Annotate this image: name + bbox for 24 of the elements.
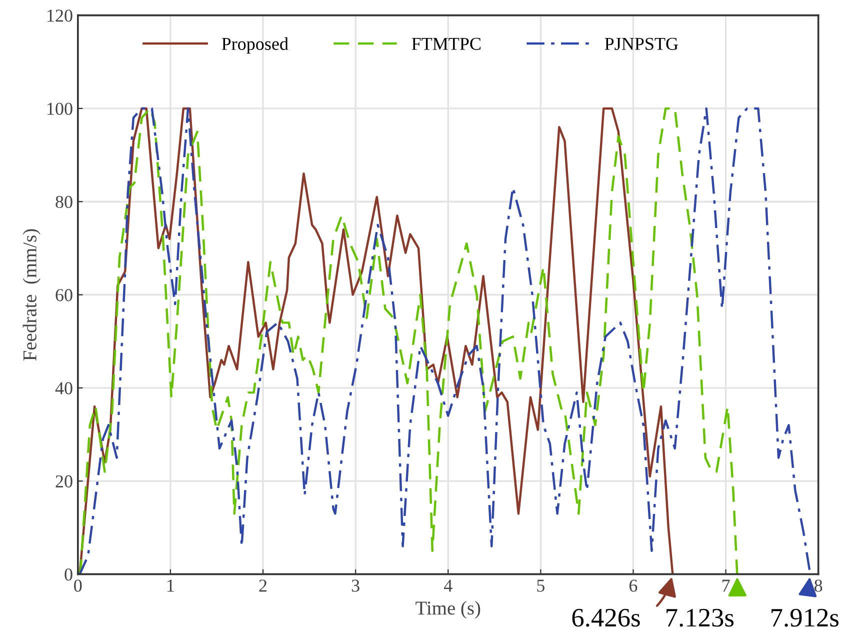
y-tick-label: 120 xyxy=(48,10,72,22)
y-tick-label: 20 xyxy=(56,475,72,488)
x-tick-label: 4 xyxy=(444,580,452,592)
x-axis-title: Time (s) xyxy=(416,600,480,619)
annotation: 6.426s xyxy=(572,608,640,627)
x-tick-label: 0 xyxy=(74,580,82,592)
y-tick-label: 0 xyxy=(64,568,72,581)
y-axis-title: Feedrate (mm/s) xyxy=(22,229,40,361)
x-tick-label: 2 xyxy=(259,580,267,592)
x-tick-label: 3 xyxy=(352,580,360,592)
y-tick-label: 40 xyxy=(55,382,72,394)
annotation: 7.123s xyxy=(666,608,734,627)
legend-label: FTMTPC xyxy=(412,38,481,50)
x-tick-label: 8 xyxy=(814,580,822,592)
y-tick-label: 100 xyxy=(48,102,72,115)
x-tick-label: 6 xyxy=(629,580,638,592)
x-tick-label: 7 xyxy=(722,580,730,592)
x-tick-label: 5 xyxy=(537,580,544,592)
annotation: 7.912s xyxy=(772,608,838,627)
x-tick-label: 1 xyxy=(168,580,174,592)
y-tick-label: 60 xyxy=(56,289,72,302)
legend-label: Proposed xyxy=(222,37,288,54)
y-tick-label: 80 xyxy=(56,196,72,208)
legend-label: PJNPSTG xyxy=(604,38,678,50)
